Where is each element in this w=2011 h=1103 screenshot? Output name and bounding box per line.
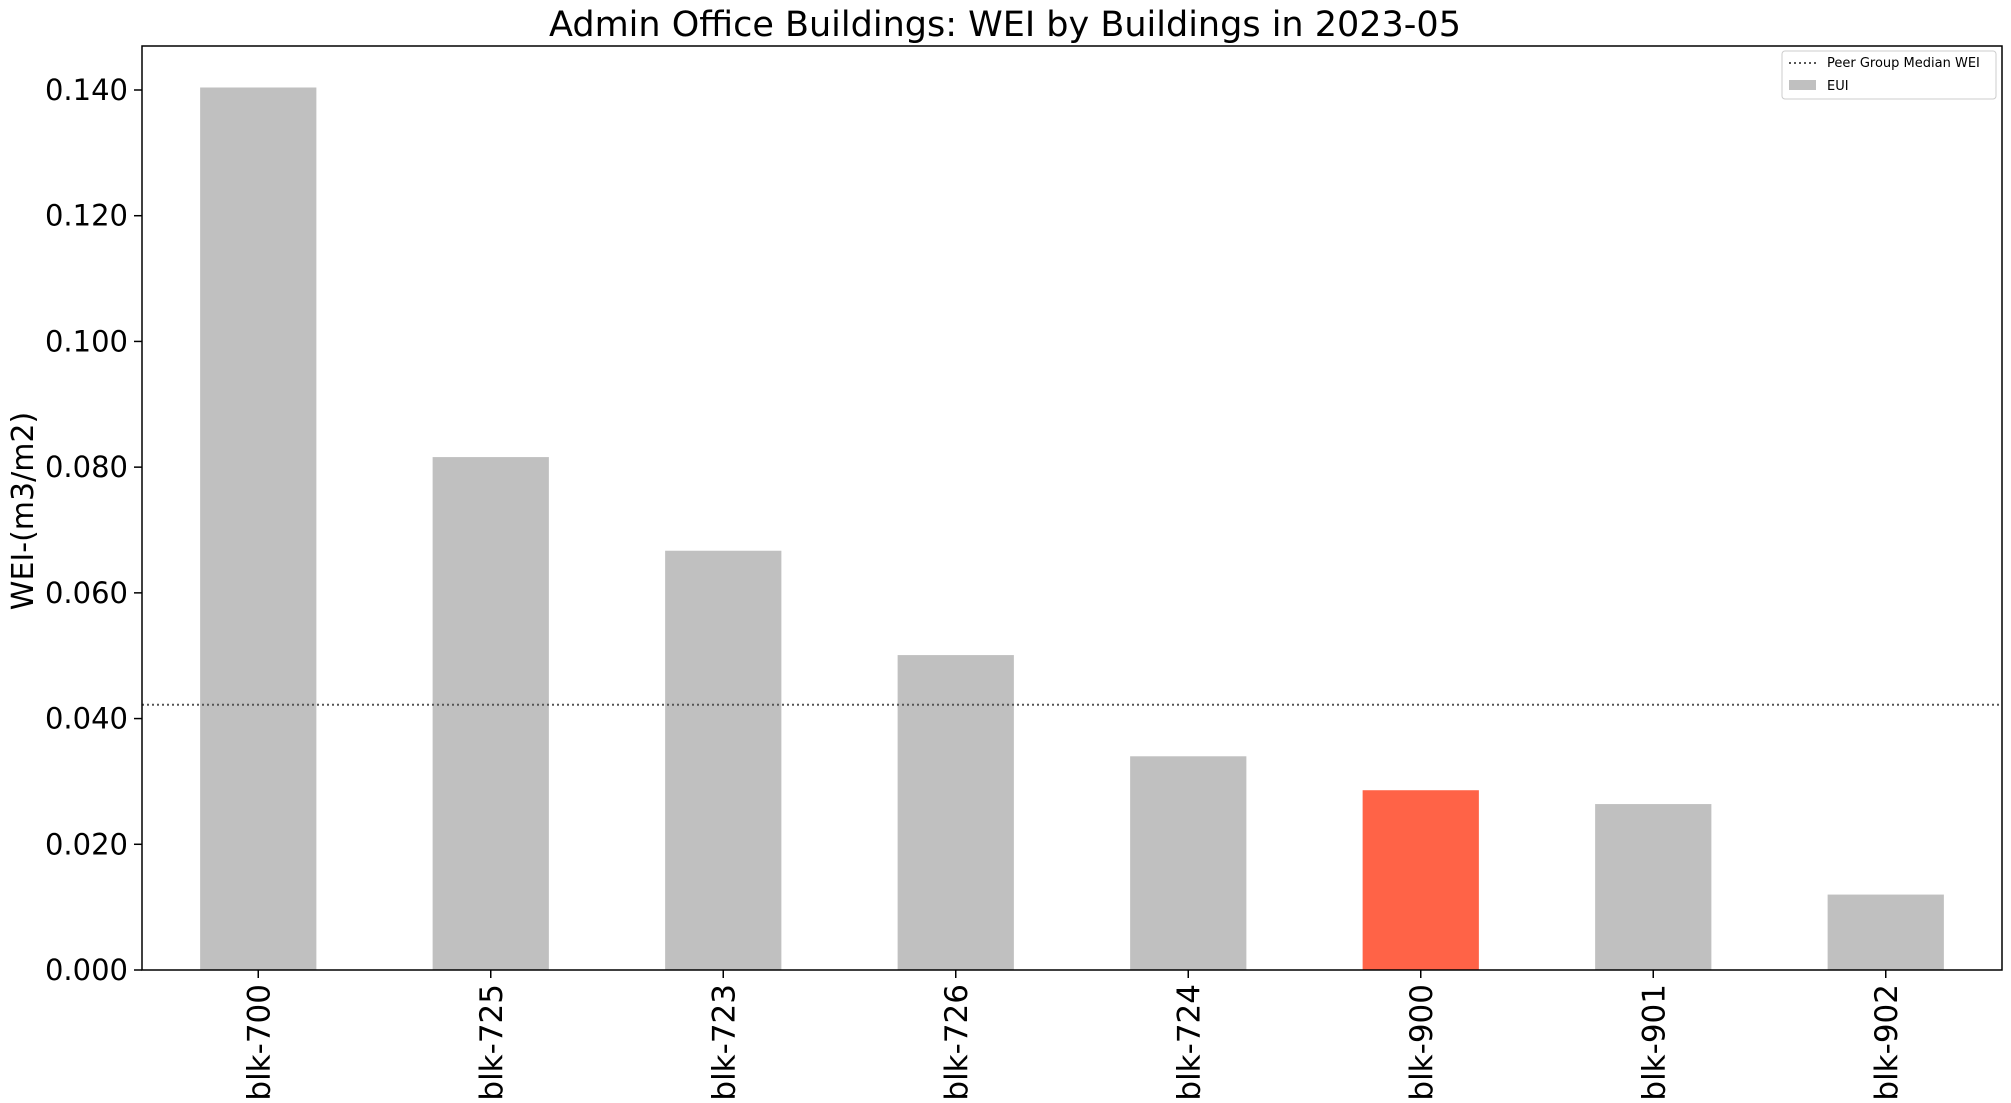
chart-title: Admin Office Buildings: WEI by Buildings… [549, 5, 1461, 45]
bar-blk-723 [665, 550, 782, 970]
y-axis-label: WEI-(m3/m2) [6, 412, 41, 610]
bar-blk-726 [897, 655, 1014, 970]
x-tick-label: blk-901 [1636, 984, 1672, 1101]
y-tick-label: 0.020 [45, 827, 128, 861]
bar-blk-900 [1362, 790, 1479, 970]
bar-blk-901 [1595, 804, 1712, 970]
bar-blk-725 [432, 457, 549, 971]
y-tick-label: 0.060 [45, 576, 128, 610]
x-tick-label: blk-725 [474, 984, 510, 1101]
bar-blk-724 [1130, 756, 1247, 970]
plot-frame [141, 45, 2003, 971]
y-tick-label: 0.040 [45, 702, 128, 736]
bar-blk-700 [200, 87, 317, 970]
x-tick-label: blk-902 [1869, 984, 1905, 1101]
x-tick-label: blk-726 [939, 984, 975, 1101]
y-ticks-group: 0.000 0.020 0.040 0.060 0.080 0.100 0.120 0.140 [45, 73, 142, 987]
x-tick-label: blk-700 [241, 984, 277, 1101]
legend-box [1781, 50, 1997, 100]
bars-group [200, 87, 1944, 971]
y-tick-label: 0.000 [45, 953, 128, 987]
y-tick-label: 0.080 [45, 450, 128, 484]
y-tick-label: 0.140 [45, 73, 128, 107]
y-tick-label: 0.120 [45, 199, 128, 233]
legend-eui-swatch [1789, 80, 1816, 90]
legend: Peer Group Median WEI EUI [1781, 50, 1997, 100]
x-tick-label: blk-900 [1404, 984, 1440, 1101]
x-tick-label: blk-723 [706, 984, 742, 1101]
x-tick-label: blk-724 [1171, 984, 1207, 1101]
y-tick-label: 0.100 [45, 324, 128, 358]
bar-blk-902 [1827, 894, 1944, 970]
legend-median-label: Peer Group Median WEI [1827, 56, 1980, 71]
x-ticks-group: blk-700 blk-725 blk-723 blk-726 blk-724 blk-9… [241, 970, 1905, 1101]
legend-eui-label: EUI [1827, 79, 1849, 94]
